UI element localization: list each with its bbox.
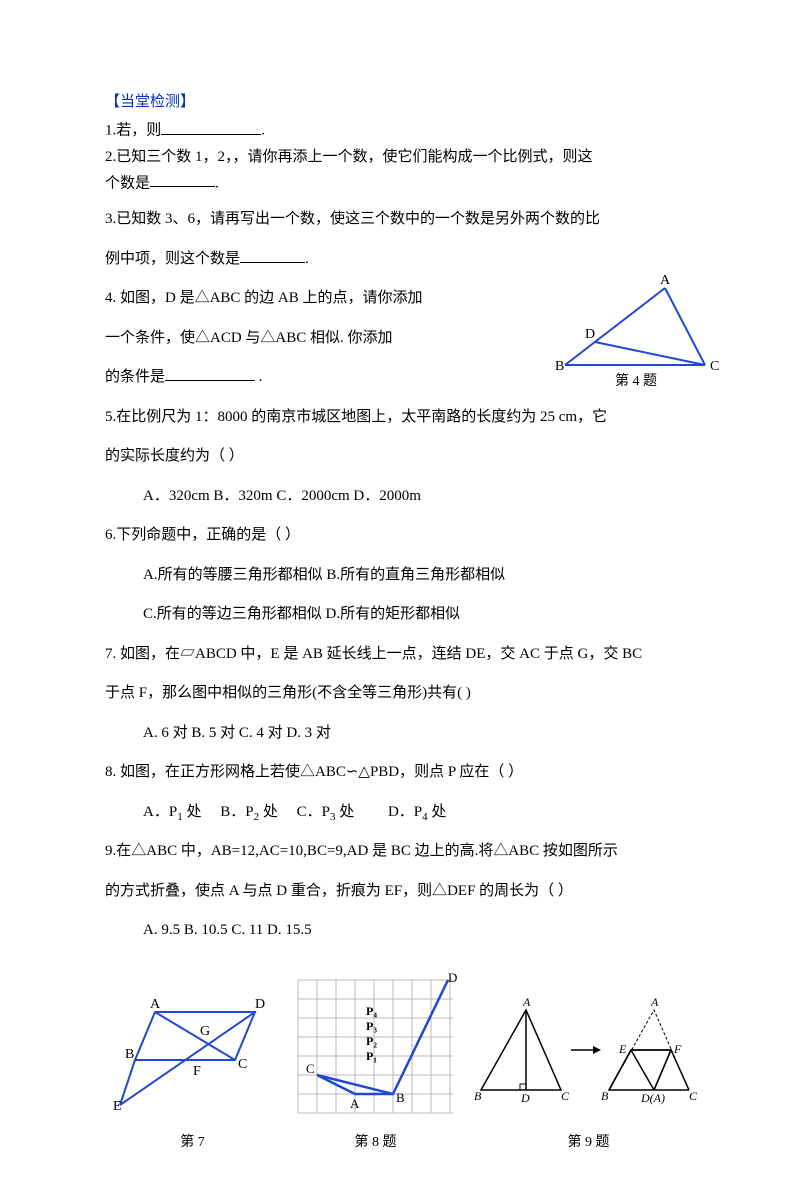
fig8-caption: 第 8 题 [288, 1132, 463, 1154]
q9a: 9.在△ABC 中，AB=12,AC=10,BC=9,AD 是 BC 边上的高.… [105, 833, 695, 871]
q6: 6.下列命题中，正确的是（ ） [105, 517, 695, 555]
q8b: B．P [220, 804, 253, 820]
q8d: D．P [388, 804, 422, 820]
q2-blank [150, 171, 215, 188]
svg-text:A: A [150, 997, 161, 1012]
svg-text:F: F [193, 1064, 201, 1079]
q5-opts: A．320cm B．320m C．2000cm D．2000m [105, 478, 695, 516]
svg-text:第 4 题: 第 4 题 [615, 372, 657, 389]
svg-text:B: B [474, 1089, 482, 1103]
svg-text:A: A [350, 1096, 360, 1111]
svg-text:P₂: P₂ [366, 1034, 377, 1048]
q4-end: . [255, 369, 263, 385]
q2-end: . [215, 175, 219, 191]
q8c: C．P [297, 804, 330, 820]
svg-text:E: E [618, 1042, 627, 1056]
q8a-suf: 处 [183, 804, 202, 820]
q8b-suf: 处 [259, 804, 278, 820]
svg-text:D: D [520, 1091, 530, 1105]
svg-text:D: D [448, 970, 457, 985]
fig8: C A B D P₄ P₃ P₂ P₁ 第 8 题 [288, 970, 463, 1155]
svg-text:D(A): D(A) [640, 1091, 665, 1105]
q4-blank [165, 365, 255, 382]
q8a: A．P [143, 804, 177, 820]
figures-row: A D B C E F G 第 7 C [105, 970, 695, 1155]
svg-text:E: E [113, 1099, 122, 1114]
svg-text:A: A [522, 995, 531, 1009]
q7a: 7. 如图，在▱ABCD 中，E 是 AB 延长线上一点，连结 DE，交 AC … [105, 636, 695, 674]
q9b: 的方式折叠，使点 A 与点 D 重合，折痕为 EF，则△DEF 的周长为（ ） [105, 873, 695, 911]
svg-text:D: D [255, 997, 265, 1012]
fig9-caption: 第 9 题 [471, 1132, 706, 1154]
q1: 1.若，则. [105, 118, 695, 143]
q8d-suf: 处 [428, 804, 447, 820]
q2b: 个数是. [105, 171, 695, 196]
fig9: A B C D A E F B C D(A) 第 9 题 [471, 990, 706, 1155]
svg-text:P₁: P₁ [366, 1049, 377, 1063]
svg-text:A: A [660, 273, 671, 288]
q5a: 5.在比例尺为 1：8000 的南京市城区地图上，太平南路的长度约为 25 cm… [105, 399, 695, 437]
svg-text:F: F [673, 1042, 682, 1056]
svg-text:B: B [396, 1090, 405, 1105]
q5b: 的实际长度约为（ ） [105, 438, 695, 476]
q9-opts: A. 9.5 B. 10.5 C. 11 D. 15.5 [105, 912, 695, 950]
q1-end: . [261, 123, 265, 139]
svg-text:P₃: P₃ [366, 1019, 377, 1033]
svg-text:P₄: P₄ [366, 1004, 377, 1018]
q3-end: . [305, 251, 309, 267]
q7-opts: A. 6 对 B. 5 对 C. 4 对 D. 3 对 [105, 715, 695, 753]
q3a: 3.已知数 3、6，请再写出一个数，使这三个数中的一个数是另外两个数的比 [105, 201, 695, 239]
q2b-text: 个数是 [105, 175, 150, 191]
q1-blank [161, 118, 261, 135]
svg-text:C: C [238, 1057, 247, 1072]
svg-text:C: C [710, 359, 719, 374]
q1-text: 1.若，则 [105, 123, 161, 139]
svg-text:B: B [555, 359, 564, 374]
q2a: 2.已知三个数 1，2，，请你再添上一个数，使它们能构成一个比例式，则这 [105, 145, 695, 169]
svg-text:C: C [561, 1089, 570, 1103]
svg-text:B: B [601, 1089, 609, 1103]
svg-text:C: C [306, 1061, 315, 1076]
svg-text:D: D [585, 327, 595, 342]
fig7-caption: 第 7 [105, 1132, 280, 1154]
svg-text:B: B [125, 1047, 134, 1062]
q8: 8. 如图，在正方形网格上若使△ABC∽△PBD，则点 P 应在（ ） [105, 754, 695, 792]
q4-block: 4. 如图，D 是△ABC 的边 AB 上的点，请你添加 一个条件，使△ACD … [105, 280, 695, 397]
q6-opts2: C.所有的等边三角形都相似 D.所有的矩形都相似 [105, 596, 695, 634]
fig7: A D B C E F G 第 7 [105, 980, 280, 1155]
svg-text:A: A [650, 995, 659, 1009]
section-title: 【当堂检测】 [105, 90, 695, 114]
q3-blank [240, 246, 305, 263]
q8-opts: A．P1 处 B．P2 处 C．P3 处 D．P4 处 [105, 794, 695, 832]
q3b: 例中项，则这个数是 [105, 251, 240, 267]
q4c: 的条件是 [105, 369, 165, 385]
fig4: A B C D 第 4 题 [535, 270, 735, 390]
q6-opts1: A.所有的等腰三角形都相似 B.所有的直角三角形都相似 [105, 557, 695, 595]
svg-text:C: C [689, 1089, 698, 1103]
q8c-suf: 处 [335, 804, 354, 820]
svg-text:G: G [200, 1024, 210, 1039]
q7b: 于点 F，那么图中相似的三角形(不含全等三角形)共有( ) [105, 675, 695, 713]
